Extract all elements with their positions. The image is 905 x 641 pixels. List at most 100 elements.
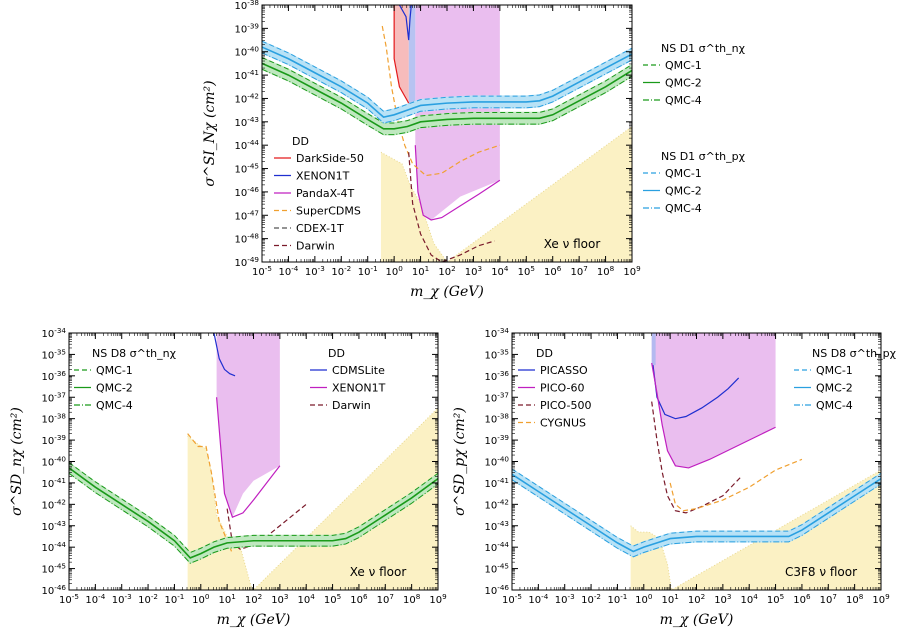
y-tick-label: 10-35	[485, 347, 509, 361]
exclusion-darkside-50	[394, 5, 409, 104]
x-tick-label: 103	[271, 592, 288, 606]
y-tick-label: 10-49	[235, 255, 260, 269]
legend-item: Darwin	[296, 240, 335, 253]
neutrino-floor-region	[630, 470, 881, 590]
legend-item: QMC-4	[816, 399, 853, 412]
x-tick-label: 107	[570, 264, 587, 278]
exclusion-xenon1t	[408, 5, 416, 111]
y-tick-label: 10-40	[42, 455, 67, 469]
x-tick-label: 108	[846, 592, 864, 606]
y-tick-label: 10-38	[485, 412, 510, 426]
legend-item: XENON1T	[296, 170, 350, 183]
legend-item: PICASSO	[540, 364, 588, 377]
legend-item: CDMSLite	[332, 364, 385, 377]
plot-area	[512, 333, 881, 590]
legend-item: PandaX-4T	[296, 187, 355, 200]
x-axis-label: m_χ (GeV)	[410, 284, 484, 300]
x-tick-label: 104	[491, 264, 509, 278]
x-tick-label: 107	[377, 592, 394, 606]
x-tick-label: 10-3	[112, 592, 132, 606]
y-tick-label: 10-40	[485, 455, 510, 469]
series-ns-n-qmc-2	[262, 62, 632, 130]
legend-item: CDEX-1T	[296, 222, 344, 235]
y-tick-label: 10-38	[235, 0, 260, 12]
legend-ns-n-top: NS D1 σ^th_nχ QMC-1 QMC-2 QMC-4	[643, 42, 746, 107]
y-tick-label: 10-48	[235, 232, 260, 246]
y-tick-label: 10-42	[235, 91, 259, 105]
x-tick-label: 105	[767, 592, 784, 606]
series-darwin	[408, 152, 495, 262]
y-tick-label: 10-36	[485, 369, 510, 383]
legend-title: DD	[328, 347, 345, 360]
x-tick-label: 10-5	[502, 592, 522, 606]
legend-dd-br: DD PICASSO PICO-60 PICO-500 CYGNUS	[518, 347, 592, 430]
y-tick-label: 10-47	[235, 208, 259, 222]
x-tick-label: 102	[438, 264, 455, 278]
x-tick-label: 10-1	[164, 592, 184, 606]
x-tick-label: 102	[688, 592, 705, 606]
chart-bottom-left: 10-5 10-4 10-3 10-2 10-1 100 101 102 103 104 105 10…	[9, 326, 447, 628]
exclusion-xenon1t	[216, 333, 280, 518]
y-axis-label: σ^SI_Nχ (cm²)	[202, 80, 218, 186]
floor-label: Xe ν floor	[350, 565, 407, 579]
series-supercdms	[381, 25, 501, 177]
x-tick-label: 10-5	[252, 264, 272, 278]
legend-title: NS D8 σ^th_pχ	[812, 347, 897, 360]
series-ns-p-qmc-2	[512, 473, 881, 553]
legend-dd-bl: DD CDMSLite XENON1T Darwin	[310, 347, 386, 412]
series-ns-p-qmc-2-qmc1	[512, 468, 881, 547]
legend-title: NS D1 σ^th_nχ	[661, 42, 746, 55]
legend-item: QMC-2	[96, 382, 133, 395]
plot-area	[69, 333, 438, 590]
y-tick-label: 10-38	[42, 412, 67, 426]
legend-item: Darwin	[332, 399, 371, 412]
x-tick-label: 10-4	[85, 592, 105, 606]
x-tick-label: 102	[245, 592, 262, 606]
x-tick-label: 109	[429, 592, 447, 606]
legend-item: QMC-4	[96, 399, 133, 412]
x-tick-label: 109	[872, 592, 890, 606]
y-tick-label: 10-37	[42, 390, 66, 404]
x-tick-label: 104	[741, 592, 759, 606]
legend-title: DD	[292, 135, 309, 148]
x-tick-label: 101	[218, 592, 235, 606]
legend-item: PICO-500	[540, 399, 592, 412]
x-tick-label: 10-1	[358, 264, 378, 278]
y-tick-label: 10-35	[42, 347, 66, 361]
y-tick-label: 10-39	[42, 433, 67, 447]
y-tick-label: 10-44	[235, 138, 260, 152]
y-tick-label: 10-46	[235, 185, 260, 199]
series-ns-p-qmc-2-qmc4	[262, 52, 632, 124]
y-tick-label: 10-34	[485, 326, 510, 340]
legend-ns-br: NS D8 σ^th_pχ QMC-1 QMC-2 QMC-4	[794, 347, 897, 412]
series-pico-60	[651, 362, 776, 469]
x-tick-label: 109	[623, 264, 641, 278]
x-tick-label: 105	[518, 264, 535, 278]
y-tick-label: 10-43	[42, 519, 66, 533]
y-tick-label: 10-42	[485, 497, 509, 511]
series-ns-p-qmc-2-band	[262, 40, 632, 124]
y-axis-label: σ^SD_pχ (cm²)	[452, 407, 468, 516]
legend-item: QMC-1	[816, 364, 853, 377]
series-ns-n-qmc-2	[69, 467, 438, 559]
exclusion-pandax-4t	[415, 5, 500, 220]
x-tick-label: 108	[597, 264, 615, 278]
y-tick-label: 10-36	[42, 369, 67, 383]
legend-item: QMC-4	[665, 202, 702, 215]
x-tick-label: 106	[544, 264, 562, 278]
plot-area	[262, 5, 632, 262]
legend-item: QMC-2	[665, 185, 702, 198]
legend-title: DD	[536, 347, 553, 360]
series-pico-500	[651, 401, 742, 514]
y-tick-label: 10-46	[485, 583, 510, 597]
x-tick-label: 108	[403, 592, 421, 606]
chart-bottom-right: 10-5 10-4 10-3 10-2 10-1 100 101 102 103 104 105 10…	[452, 326, 890, 628]
series-ns-p-qmc-2	[262, 46, 632, 119]
series-ns-n-qmc-2-qmc1	[262, 57, 632, 124]
x-axis-label: m_χ (GeV)	[217, 612, 291, 628]
x-tick-label: 107	[820, 592, 837, 606]
x-tick-label: 10-2	[331, 264, 351, 278]
x-tick-label: 100	[385, 264, 403, 278]
legend-ns-p-top: NS D1 σ^th_pχ QMC-1 QMC-2 QMC-4	[643, 150, 746, 215]
